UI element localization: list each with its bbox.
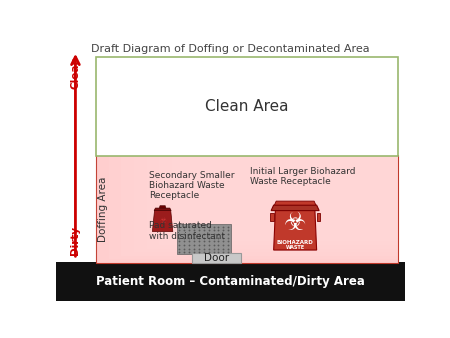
- Text: WASTE: WASTE: [286, 245, 305, 250]
- Bar: [172, 155, 398, 241]
- Text: Secondary Smaller
Biohazard Waste
Receptacle: Secondary Smaller Biohazard Waste Recept…: [148, 171, 234, 200]
- Bar: [176, 224, 230, 255]
- Text: Clean: Clean: [71, 56, 81, 89]
- Text: ☣: ☣: [284, 211, 306, 235]
- Text: Initial Larger Biohazard
Waste Receptacle: Initial Larger Biohazard Waste Receptacl…: [250, 167, 356, 186]
- Polygon shape: [153, 211, 173, 232]
- Text: Clean Area: Clean Area: [206, 99, 289, 115]
- Polygon shape: [274, 201, 316, 205]
- Bar: [96, 57, 398, 156]
- Text: Dirty: Dirty: [71, 226, 81, 255]
- Text: BIOHAZARD: BIOHAZARD: [277, 240, 314, 245]
- Bar: [96, 155, 398, 263]
- Text: Door: Door: [204, 253, 229, 263]
- Bar: [109, 155, 398, 260]
- Bar: [234, 155, 398, 223]
- Text: Pad saturated
with disinfectant: Pad saturated with disinfectant: [148, 221, 225, 241]
- Bar: [210, 155, 398, 231]
- Bar: [56, 262, 405, 301]
- Bar: [197, 155, 398, 234]
- Text: Draft Diagram of Doffing or Decontaminated Area: Draft Diagram of Doffing or Decontaminat…: [91, 45, 370, 54]
- Bar: [270, 213, 274, 221]
- Bar: [192, 253, 241, 263]
- Text: Patient Room – Contaminated/Dirty Area: Patient Room – Contaminated/Dirty Area: [96, 275, 365, 288]
- Bar: [184, 155, 398, 238]
- Bar: [317, 213, 320, 221]
- Polygon shape: [154, 208, 171, 211]
- Polygon shape: [159, 206, 166, 208]
- Polygon shape: [274, 209, 317, 250]
- Bar: [96, 155, 398, 263]
- Bar: [147, 155, 398, 249]
- Bar: [222, 155, 398, 227]
- Bar: [159, 155, 398, 245]
- Text: ☣: ☣: [159, 216, 166, 225]
- Text: Doffing Area: Doffing Area: [98, 176, 108, 242]
- Polygon shape: [271, 205, 319, 211]
- Bar: [134, 155, 398, 252]
- Bar: [122, 155, 398, 256]
